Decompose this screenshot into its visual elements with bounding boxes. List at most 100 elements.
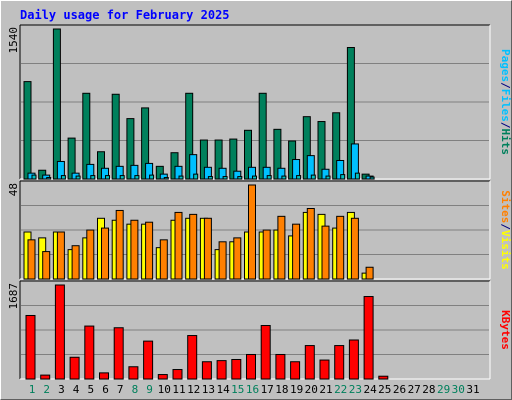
day-label: 9 (146, 383, 153, 396)
hits-legend: Pages/Files/Hits (499, 49, 512, 155)
day-label: 11 (172, 383, 185, 396)
kbytes-bar (231, 358, 242, 380)
kbytes-bar (319, 359, 330, 380)
sites-bar (130, 219, 139, 280)
sites-bar (145, 221, 154, 280)
sites-bar (189, 213, 198, 280)
kbytes-bar (378, 375, 389, 380)
pages-bar (31, 174, 37, 180)
pages-bar (193, 173, 199, 180)
day-label: 12 (187, 383, 200, 396)
kbytes-bar (275, 353, 286, 380)
kbytes-legend: KBytes (499, 310, 512, 350)
day-label: 1 (29, 383, 36, 396)
kbytes-bar (84, 325, 95, 380)
pages-bar (60, 175, 66, 180)
sites-bar (277, 215, 286, 280)
visits-legend-word: Visits (499, 230, 512, 270)
sites-bar (203, 217, 212, 280)
day-label: 23 (349, 383, 362, 396)
day-label: 3 (58, 383, 65, 396)
pages-bar (252, 175, 257, 180)
day-label: 2 (43, 383, 50, 396)
day-label: 5 (87, 383, 94, 396)
pages-bar (163, 177, 169, 180)
kbytes-bar (348, 339, 359, 380)
visits-max-label: 48 (7, 183, 20, 196)
visits-legend-word: Sites (499, 190, 512, 223)
day-label: 16 (246, 383, 259, 396)
pages-bar (310, 174, 316, 180)
kbytes-bar (304, 345, 315, 380)
sites-bar (218, 241, 227, 280)
pages-bar (369, 176, 375, 180)
hits-bar (258, 92, 267, 180)
visits-legend: Sites/Visits (499, 190, 512, 270)
day-label: 6 (102, 383, 109, 396)
day-label: 31 (466, 383, 479, 396)
kbytes-bar (246, 353, 256, 380)
day-label: 15 (231, 383, 244, 396)
sites-bar (262, 229, 271, 280)
sites-bar (27, 239, 36, 280)
kbytes-bar (113, 327, 124, 380)
sites-bar (306, 208, 315, 280)
pages-bar (46, 177, 52, 180)
hits-legend-word: Hits (499, 129, 512, 156)
kbytes-bar (128, 366, 139, 380)
sites-bar (248, 184, 256, 280)
pages-bar (222, 176, 228, 180)
kbytes-bar (187, 335, 198, 380)
sites-bar (336, 215, 345, 280)
kbytes-bar (54, 284, 65, 380)
hits-legend-word: / (499, 122, 512, 129)
kbytes-bar (201, 361, 212, 380)
pages-bar (340, 174, 346, 180)
day-label: 26 (393, 383, 406, 396)
hits-legend-word: / (499, 82, 512, 89)
pages-bar (266, 175, 272, 180)
pages-bar (75, 175, 81, 180)
kbytes-bar (25, 314, 36, 380)
hits-max-label: 1540 (7, 27, 20, 54)
pages-bar (105, 175, 110, 180)
pages-bar (325, 175, 331, 180)
sites-bar (174, 211, 183, 280)
day-label: 29 (437, 383, 450, 396)
day-label: 22 (334, 383, 347, 396)
kbytes-bar (172, 369, 183, 380)
sites-bar (101, 227, 109, 280)
day-label: 7 (117, 383, 124, 396)
hits-bar (23, 81, 32, 180)
day-label: 30 (452, 383, 465, 396)
sites-bar (71, 245, 80, 280)
sites-bar (321, 225, 330, 280)
day-label: 20 (305, 383, 318, 396)
kbytes-max-label: 1687 (7, 283, 20, 310)
kbytes-bar (290, 361, 301, 380)
kbytes-bar (99, 372, 109, 380)
sites-bar (365, 266, 374, 280)
sites-bar (42, 251, 51, 280)
sites-bar (159, 239, 168, 280)
pages-bar (296, 175, 302, 180)
day-label: 18 (275, 383, 288, 396)
day-label: 4 (73, 383, 80, 396)
hits-legend-word: Pages (499, 49, 512, 82)
visits-legend-word: / (499, 223, 512, 230)
sites-bar (86, 229, 95, 280)
day-label: 17 (261, 383, 274, 396)
kbytes-bar (334, 345, 345, 380)
pages-bar (90, 175, 96, 180)
day-label: 21 (319, 383, 332, 396)
kbytes-bar (260, 325, 271, 380)
kbytes-legend-word: KBytes (499, 310, 512, 350)
sites-bar (350, 217, 359, 280)
pages-bar (134, 175, 140, 180)
day-label: 14 (216, 383, 230, 396)
day-label: 13 (202, 383, 215, 396)
pages-bar (281, 175, 287, 180)
day-label: 25 (378, 383, 391, 396)
day-label: 24 (363, 383, 377, 396)
